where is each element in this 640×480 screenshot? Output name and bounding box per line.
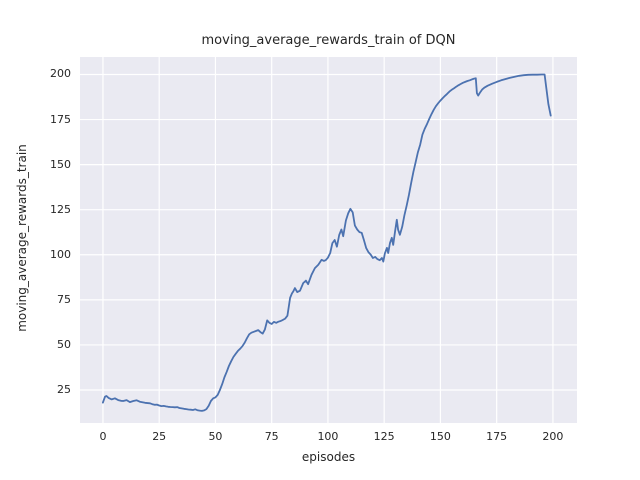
x-tick-label: 150 <box>429 430 451 443</box>
x-axis-label: episodes <box>301 450 356 464</box>
x-tick-label: 175 <box>486 430 508 443</box>
y-tick-label: 100 <box>50 247 71 261</box>
series-line <box>102 73 552 412</box>
chart-title: moving_average_rewards_train of DQN <box>201 33 456 48</box>
y-tick-label: 150 <box>50 157 71 171</box>
y-tick-label: 200 <box>50 67 71 81</box>
x-tick-label: 25 <box>152 430 167 443</box>
x-tick-label: 75 <box>264 430 279 443</box>
x-tick-label: 125 <box>373 430 395 443</box>
y-tick-label: 50 <box>57 337 71 351</box>
x-tick-label: 0 <box>99 430 107 443</box>
y-tick-label: 25 <box>57 383 71 396</box>
y-tick-label: 175 <box>50 112 71 126</box>
x-tick-label: 200 <box>542 430 564 443</box>
y-tick-label: 125 <box>50 202 71 216</box>
x-tick-label: 50 <box>208 430 223 443</box>
y-tick-label: 75 <box>57 292 71 306</box>
x-tick-label: 100 <box>317 430 339 443</box>
